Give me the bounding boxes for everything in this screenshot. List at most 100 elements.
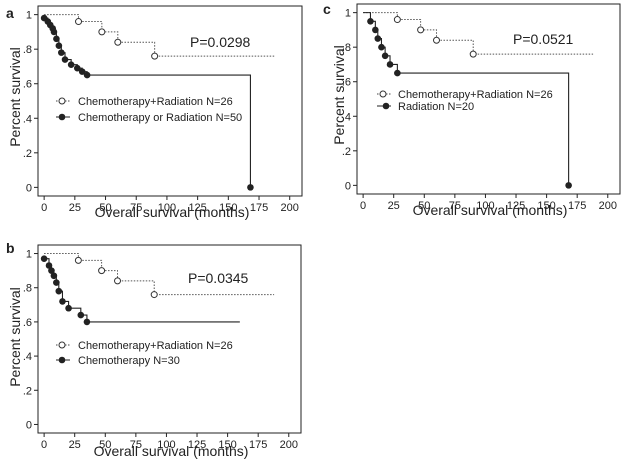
panel-a: a Percent survival Overall survival (mon… xyxy=(6,5,303,220)
panel-b-legend-entry-2: Chemotherapy N=30 xyxy=(78,355,180,367)
panel-b-series-2-marker xyxy=(50,272,58,280)
panel-b-series-2-marker xyxy=(45,262,53,269)
panel-b-x-tick-label: 0 xyxy=(41,439,47,451)
panel-a-p-value: P=0.0298 xyxy=(190,34,251,50)
panel-b-plot-frame xyxy=(37,244,302,434)
panel-b-series-1-line xyxy=(44,253,275,296)
panel-c-y-tick-label: .6 xyxy=(342,77,351,89)
panel-a-series-2-marker xyxy=(78,68,86,75)
panel-b-x-tick-label: 75 xyxy=(130,439,142,451)
panel-a-y-axis-label: Percent survival xyxy=(7,47,23,147)
panel-b-series-2-marker xyxy=(48,267,55,274)
panel-c: c Percent survival Overall survival (mon… xyxy=(323,1,621,218)
panel-c-y-tick-label: 1 xyxy=(345,8,351,20)
panel-a-y-tick-label: 1 xyxy=(26,10,32,22)
panel-a-series-1-line xyxy=(44,14,275,57)
panel-a-x-tick-label: 100 xyxy=(158,202,176,214)
panel-a-series-2-marker xyxy=(83,71,91,79)
panel-b-y-tick-label: .6 xyxy=(23,317,32,329)
panel-a-x-tick-label: 0 xyxy=(41,202,47,214)
panel-c-legend-filled-marker xyxy=(382,102,390,110)
panel-a-x-tick-label: 175 xyxy=(250,202,268,214)
panel-c-series-1-marker xyxy=(417,26,425,34)
panel-c-series-1-marker xyxy=(393,16,401,24)
panel-c-legend-entry-1: Chemotherapy+Radiation N=26 xyxy=(398,89,553,101)
panel-c-x-tick-label: 50 xyxy=(418,200,430,212)
panel-c-x-tick-label: 75 xyxy=(449,200,461,212)
panel-a-legend-open-marker xyxy=(58,97,66,105)
panel-c-label: c xyxy=(323,1,331,17)
panel-a-legend: Chemotherapy+Radiation N=26 Chemotherapy… xyxy=(56,96,242,124)
panel-b-series-1-marker xyxy=(98,267,106,275)
panel-c-x-tick-label: 200 xyxy=(599,200,617,212)
panel-c-series-2-marker xyxy=(394,69,401,77)
panel-a-y-tick-label: 0 xyxy=(26,182,32,194)
panel-c-series-2-marker xyxy=(381,52,389,60)
panel-a-y-tick-label: .8 xyxy=(23,44,32,56)
panel-c-y-tick-label: .8 xyxy=(342,42,351,54)
panel-a-series-2-marker xyxy=(247,184,254,191)
panel-b-y-tick-label: .8 xyxy=(23,283,32,295)
panel-a-series-2-marker xyxy=(53,35,60,43)
panel-a-x-tick-label: 125 xyxy=(188,202,206,214)
panel-c-x-tick-label: 100 xyxy=(476,200,494,212)
panel-c-series-1-line xyxy=(363,12,594,55)
panel-a-series-2-marker xyxy=(67,61,75,69)
panel-c-plot-frame xyxy=(356,3,621,195)
panel-a-x-tick-label: 75 xyxy=(130,202,142,214)
panel-a-series-1-marker xyxy=(151,52,159,60)
panel-a-x-tick-label: 50 xyxy=(99,202,111,214)
panel-b-legend-entry-1: Chemotherapy+Radiation N=26 xyxy=(78,340,233,352)
panel-c-series-1-marker xyxy=(469,50,477,58)
panel-b-x-tick-label: 175 xyxy=(249,439,267,451)
panel-a-y-tick-label: .2 xyxy=(23,148,32,160)
panel-c-x-axis-label: Overall survival (months) xyxy=(413,202,568,218)
panel-b-series-1-marker xyxy=(114,277,122,285)
panel-b-series-2-marker xyxy=(53,279,60,286)
panel-a-legend-entry-1: Chemotherapy+Radiation N=26 xyxy=(78,96,233,108)
panel-b-x-axis-label: Overall survival (months) xyxy=(94,443,249,459)
panel-a-series-2-marker xyxy=(55,42,63,50)
panel-a-x-tick-label: 200 xyxy=(281,202,299,214)
panel-a-x-tick-label: 150 xyxy=(219,202,237,214)
panel-c-x-tick-label: 0 xyxy=(360,200,366,212)
panel-a-series-1-marker xyxy=(114,38,122,46)
panel-c-y-tick-label: 0 xyxy=(345,180,351,192)
panel-b-x-tick-label: 100 xyxy=(157,439,175,451)
panel-b-series-1-marker xyxy=(74,256,82,264)
panel-b-legend: Chemotherapy+Radiation N=26 Chemotherapy… xyxy=(56,340,233,367)
panel-c-p-value: P=0.0521 xyxy=(513,31,574,47)
panel-b-series-2-marker xyxy=(40,255,48,262)
panel-b: b Percent survival Overall survival (mon… xyxy=(6,240,302,459)
panel-c-series-2-marker xyxy=(378,43,385,51)
panel-c-y-tick-label: .4 xyxy=(342,111,351,123)
panel-b-series-2-marker xyxy=(55,287,63,295)
panel-b-y-tick-label: 0 xyxy=(26,419,32,431)
panel-c-series-1-marker xyxy=(433,36,441,44)
panel-a-legend-filled-marker xyxy=(58,113,66,121)
panel-c-series-2-marker xyxy=(386,61,394,68)
panel-b-series-2-line xyxy=(44,258,240,323)
panel-b-y-tick-label: .2 xyxy=(23,385,32,397)
panel-b-x-tick-label: 25 xyxy=(69,439,81,451)
panel-b-series-2-marker xyxy=(65,304,72,312)
panel-a-x-axis-label: Overall survival (months) xyxy=(95,204,250,220)
panel-a-y-tick-label: .4 xyxy=(23,113,32,125)
panel-c-y-axis-label: Percent survival xyxy=(331,45,347,145)
panel-c-x-tick-label: 150 xyxy=(537,200,555,212)
panel-b-p-value: P=0.0345 xyxy=(188,270,249,286)
panel-b-x-tick-label: 200 xyxy=(280,439,298,451)
panel-a-x-tick-label: 25 xyxy=(69,202,81,214)
panel-c-x-tick-label: 25 xyxy=(388,200,400,212)
panel-c-series-2-marker xyxy=(372,26,379,34)
panel-b-series-2-marker xyxy=(77,311,85,319)
panel-b-series-2-marker xyxy=(59,298,66,305)
panel-b-legend-open-marker xyxy=(58,341,66,349)
panel-c-x-tick-label: 175 xyxy=(568,200,586,212)
panel-a-series-2-marker xyxy=(73,64,81,72)
panel-a-series-2-marker xyxy=(58,49,65,56)
panel-c-series-2-marker xyxy=(565,182,572,189)
panel-c-series-2-marker xyxy=(374,35,382,42)
panel-b-label: b xyxy=(6,240,15,256)
panel-c-x-tick-label: 125 xyxy=(507,200,525,212)
